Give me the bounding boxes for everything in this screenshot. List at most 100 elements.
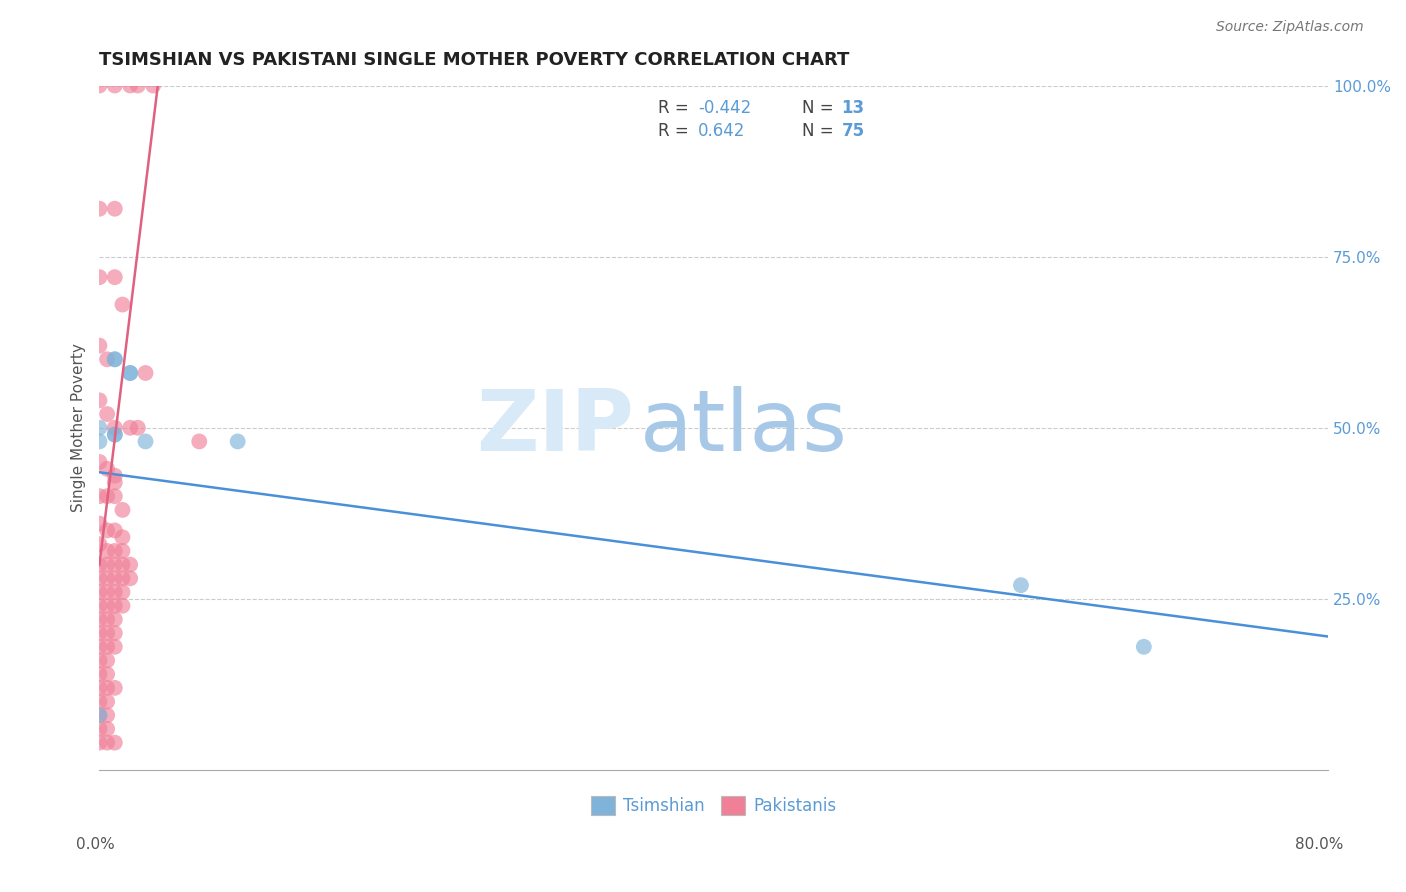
Point bbox=[127, 421, 149, 435]
Point bbox=[89, 640, 111, 654]
Text: 0.642: 0.642 bbox=[697, 122, 745, 140]
Point bbox=[104, 612, 127, 626]
Point bbox=[89, 558, 111, 572]
Point bbox=[89, 722, 111, 736]
Point bbox=[96, 599, 118, 613]
Point bbox=[111, 530, 134, 544]
Point bbox=[96, 653, 118, 667]
Point bbox=[96, 571, 118, 585]
Point bbox=[96, 667, 118, 681]
Point bbox=[96, 694, 118, 708]
Text: -0.442: -0.442 bbox=[697, 99, 751, 117]
Point bbox=[96, 722, 118, 736]
Point bbox=[89, 626, 111, 640]
Point bbox=[89, 585, 111, 599]
Point bbox=[104, 352, 127, 367]
Point bbox=[89, 708, 111, 723]
Point bbox=[104, 202, 127, 216]
Point bbox=[188, 434, 211, 449]
Point bbox=[96, 462, 118, 476]
Point bbox=[89, 202, 111, 216]
Point bbox=[104, 352, 127, 367]
Text: Source: ZipAtlas.com: Source: ZipAtlas.com bbox=[1216, 21, 1364, 34]
Text: R =: R = bbox=[658, 122, 695, 140]
Point bbox=[104, 78, 127, 93]
Point bbox=[111, 599, 134, 613]
Point bbox=[104, 558, 127, 572]
Point bbox=[111, 585, 134, 599]
Point bbox=[104, 640, 127, 654]
Point bbox=[96, 708, 118, 723]
Point bbox=[104, 468, 127, 483]
Text: 75: 75 bbox=[842, 122, 865, 140]
Point bbox=[120, 366, 142, 380]
Point bbox=[96, 544, 118, 558]
Text: 80.0%: 80.0% bbox=[1295, 838, 1343, 852]
Point bbox=[111, 297, 134, 311]
Point bbox=[89, 455, 111, 469]
Point bbox=[96, 352, 118, 367]
Point bbox=[96, 640, 118, 654]
Point bbox=[104, 427, 127, 442]
Point bbox=[96, 681, 118, 695]
Legend: Tsimshian, Pakistanis: Tsimshian, Pakistanis bbox=[583, 788, 845, 823]
Point bbox=[89, 393, 111, 408]
Point bbox=[111, 544, 134, 558]
Text: R =: R = bbox=[658, 99, 695, 117]
Point bbox=[96, 585, 118, 599]
Point bbox=[89, 708, 111, 723]
Text: 0.0%: 0.0% bbox=[76, 838, 115, 852]
Point bbox=[104, 270, 127, 285]
Point bbox=[104, 585, 127, 599]
Point bbox=[104, 626, 127, 640]
Point bbox=[120, 78, 142, 93]
Point bbox=[120, 558, 142, 572]
Point bbox=[96, 626, 118, 640]
Point bbox=[96, 489, 118, 503]
Point bbox=[96, 736, 118, 750]
Point bbox=[89, 338, 111, 352]
Point bbox=[111, 558, 134, 572]
Point bbox=[104, 736, 127, 750]
Point bbox=[89, 421, 111, 435]
Point bbox=[104, 681, 127, 695]
Point bbox=[104, 599, 127, 613]
Point bbox=[89, 667, 111, 681]
Point bbox=[104, 427, 127, 442]
Point bbox=[89, 516, 111, 531]
Point bbox=[1010, 578, 1032, 592]
Point bbox=[120, 421, 142, 435]
Point bbox=[89, 736, 111, 750]
Point bbox=[111, 503, 134, 517]
Point bbox=[96, 612, 118, 626]
Point bbox=[1133, 640, 1156, 654]
Point bbox=[89, 653, 111, 667]
Point bbox=[89, 78, 111, 93]
Text: TSIMSHIAN VS PAKISTANI SINGLE MOTHER POVERTY CORRELATION CHART: TSIMSHIAN VS PAKISTANI SINGLE MOTHER POV… bbox=[100, 51, 849, 69]
Point bbox=[142, 78, 165, 93]
Point bbox=[89, 489, 111, 503]
Point bbox=[104, 475, 127, 490]
Point bbox=[89, 537, 111, 551]
Point bbox=[134, 366, 156, 380]
Point bbox=[89, 571, 111, 585]
Text: 13: 13 bbox=[842, 99, 865, 117]
Point bbox=[104, 544, 127, 558]
Point bbox=[104, 489, 127, 503]
Point bbox=[96, 558, 118, 572]
Point bbox=[104, 571, 127, 585]
Text: N =: N = bbox=[803, 99, 839, 117]
Point bbox=[89, 599, 111, 613]
Text: atlas: atlas bbox=[640, 386, 848, 469]
Point bbox=[89, 612, 111, 626]
Point bbox=[120, 571, 142, 585]
Point bbox=[104, 421, 127, 435]
Point bbox=[104, 524, 127, 538]
Point bbox=[111, 571, 134, 585]
Point bbox=[96, 524, 118, 538]
Point bbox=[127, 78, 149, 93]
Point bbox=[89, 681, 111, 695]
Point bbox=[96, 407, 118, 421]
Text: N =: N = bbox=[803, 122, 839, 140]
Text: ZIP: ZIP bbox=[477, 386, 634, 469]
